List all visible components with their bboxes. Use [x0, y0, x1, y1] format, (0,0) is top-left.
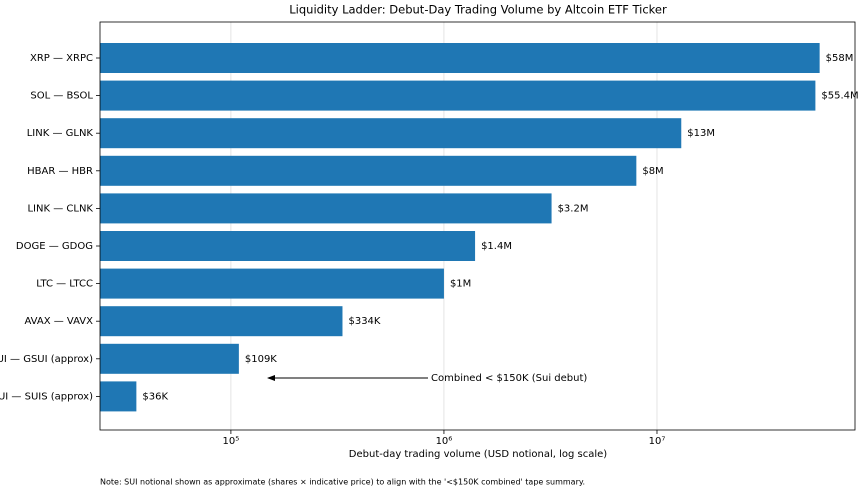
x-tick-label: 10⁷ — [649, 436, 666, 447]
value-label: $13M — [687, 128, 715, 139]
x-axis-label: Debut-day trading volume (USD notional, … — [349, 449, 608, 460]
value-label: $8M — [642, 166, 663, 177]
plot-frame — [99, 21, 856, 431]
x-tick-label: 10⁵ — [223, 436, 240, 447]
y-tick-label: DOGE — GDOG — [16, 241, 93, 252]
bar — [100, 381, 137, 412]
y-tick-label: HBAR — HBR — [27, 166, 93, 177]
y-tick-label: LTC — LTCC — [36, 279, 93, 290]
value-label: $334K — [348, 316, 380, 327]
value-label: $109K — [245, 354, 277, 365]
value-label: $1.4M — [481, 241, 512, 252]
note: Note: SUI notional shown as approximate … — [100, 478, 585, 487]
bar — [100, 80, 816, 111]
bar — [100, 268, 444, 299]
y-tick-label: LINK — CLNK — [27, 203, 93, 214]
value-label: $3.2M — [558, 203, 589, 214]
y-tick-label: SOL — BSOL — [30, 91, 93, 102]
y-tick-label: AVAX — VAVX — [24, 316, 93, 327]
bar — [100, 193, 552, 224]
value-label: $1M — [450, 279, 471, 290]
x-tick-label: 10⁶ — [436, 436, 453, 447]
y-tick-label: XRP — XRPC — [30, 53, 93, 64]
annotation: Combined < $150K (Sui debut) — [431, 373, 587, 384]
annotation-arrowhead — [267, 375, 275, 381]
value-label: $36K — [142, 391, 168, 402]
bar — [100, 43, 820, 73]
bar — [100, 343, 239, 374]
y-tick-label: SUI — GSUI (approx) — [0, 354, 93, 365]
bar — [100, 118, 682, 149]
y-tick-label: LINK — GLNK — [27, 128, 94, 139]
y-tick-label: SUI — SUIS (approx) — [0, 391, 93, 402]
bar — [100, 231, 476, 261]
chart-title: Liquidity Ladder: Debut-Day Trading Volu… — [289, 3, 667, 17]
value-label: $58M — [826, 53, 854, 64]
value-label: $55.4M — [821, 91, 858, 102]
bars — [100, 43, 820, 412]
bar — [100, 306, 343, 337]
bar — [100, 155, 637, 186]
